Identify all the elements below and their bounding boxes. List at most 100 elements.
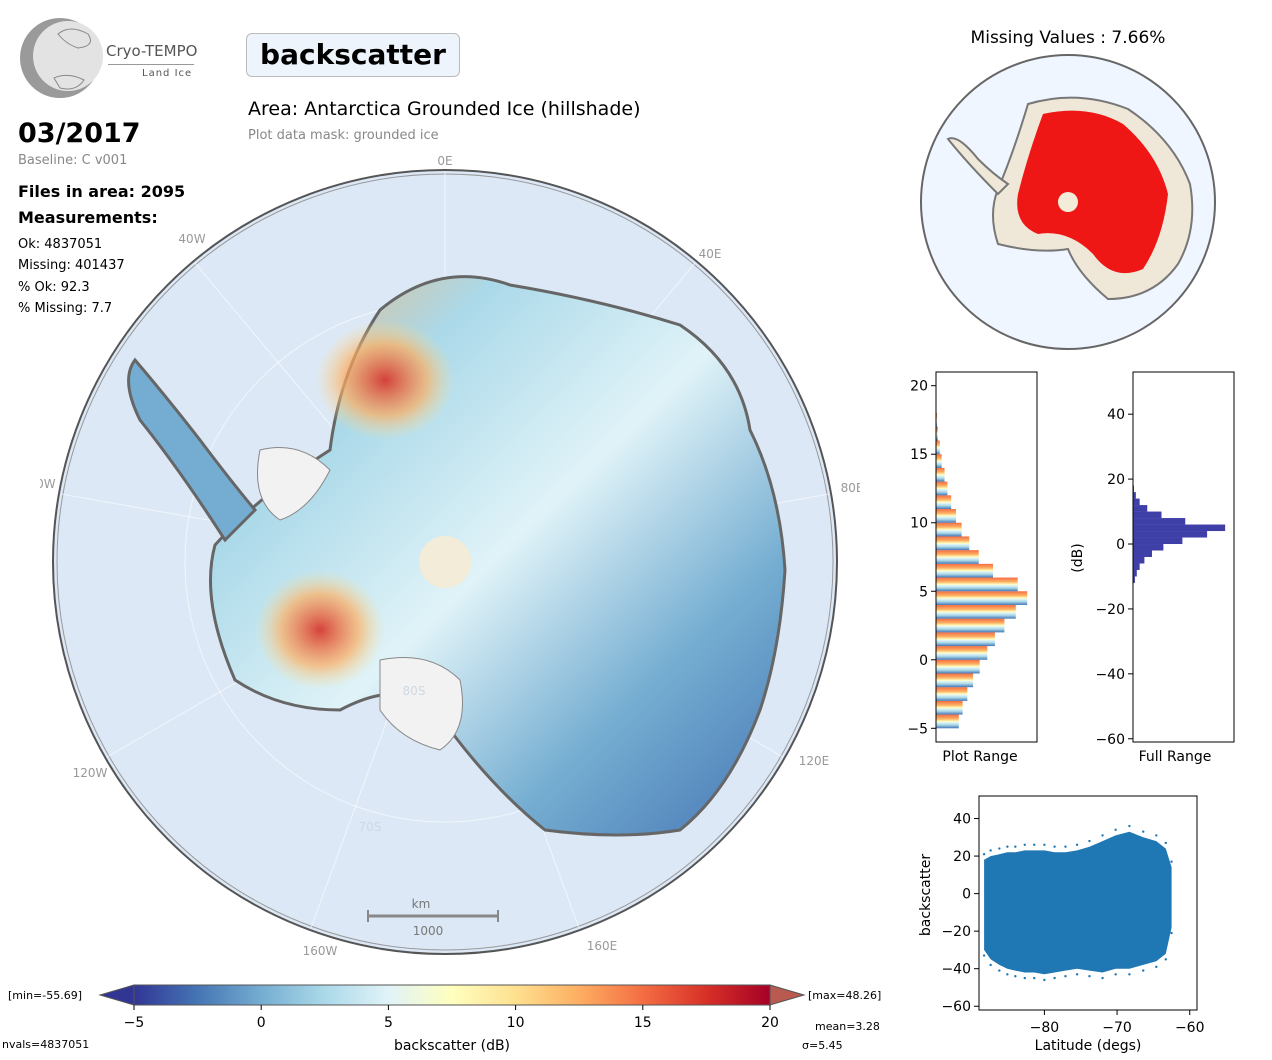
scatter-point	[989, 963, 992, 967]
lon-label: 40W	[178, 232, 205, 246]
scatter-plot: −80 −70 −60 −60 −40 −20 0 20 40 backscatter Lati…	[918, 795, 1205, 1054]
colorbar-tick-label: 0	[257, 1015, 266, 1031]
scatter-point	[1043, 978, 1046, 982]
colorbar-tick-label: −5	[124, 1015, 145, 1031]
y-tick-label: 15	[910, 447, 928, 463]
date-label: 03/2017	[18, 118, 141, 149]
histogram-bar	[936, 714, 959, 729]
y-tick-label: −20	[941, 924, 971, 940]
colorbar-min-extend	[98, 984, 135, 1006]
logo-disk	[33, 21, 103, 91]
scatter-point	[1128, 824, 1131, 828]
histogram-bar	[936, 522, 962, 537]
full-range-histogram: −60 −40 −20 0 20 40 (dB) Full Range	[1070, 371, 1235, 765]
scatter-point	[1088, 975, 1091, 978]
missing-region	[1017, 110, 1168, 274]
lon-label: 120E	[799, 754, 830, 768]
histogram-bar	[1133, 576, 1135, 583]
scatter-point	[1155, 965, 1158, 969]
colorbar-max-label: [max=48.26]	[808, 989, 881, 1002]
scatter-xlabel: Latitude (degs)	[1035, 1038, 1142, 1054]
plot-range-label: Plot Range	[942, 749, 1017, 765]
scatter-point	[1033, 843, 1036, 847]
scatter-point	[1064, 845, 1067, 848]
lon-label: 0E	[437, 154, 452, 168]
histogram-bar	[936, 646, 988, 660]
scatter-point	[1155, 834, 1158, 837]
measurements-label: Measurements:	[18, 208, 158, 227]
histogram-bar	[936, 687, 968, 701]
histogram-bar	[1133, 524, 1226, 532]
histogram-bar	[936, 591, 1028, 605]
main-map: 0E 40E 80E 120E 160E 160W 120W 80W 40W 8…	[40, 154, 860, 958]
scatter-point	[1114, 973, 1117, 976]
histogram-bar	[936, 440, 940, 455]
histogram-bar	[936, 481, 948, 496]
scatter-point	[1170, 860, 1173, 863]
missing-count: Missing: 401437	[18, 258, 125, 273]
logo-title: Cryo-TEMPO	[106, 42, 198, 60]
histogram-bar	[936, 563, 993, 578]
scatter-cloud	[984, 831, 1172, 975]
y-tick-label: 10	[910, 516, 928, 532]
scatter-point	[1088, 839, 1091, 843]
colorbar-tick-label: 20	[761, 1015, 779, 1031]
y-tick-label: −20	[1095, 602, 1125, 618]
histogram-bar	[936, 495, 952, 510]
antarctic-peninsula	[127, 357, 258, 543]
histogram-bar	[1133, 563, 1140, 570]
histogram-bar	[1133, 492, 1136, 499]
y-tick-label: 40	[953, 812, 971, 828]
histogram-bar	[1133, 498, 1140, 506]
histogram-bar	[1133, 557, 1145, 564]
y-tick-label: 0	[1116, 537, 1125, 553]
x-tick-label: −80	[1030, 1020, 1060, 1036]
scatter-point	[1023, 976, 1026, 980]
scale-unit: km	[412, 897, 431, 911]
scatter-point	[1075, 973, 1079, 976]
logo-mark	[20, 18, 103, 98]
scatter-point	[998, 847, 1001, 850]
mean-label: mean=3.28	[815, 1020, 880, 1033]
scatter-point	[1014, 975, 1017, 978]
full-range-ylabel: (dB)	[1070, 543, 1086, 572]
colorbar-tick-label: 15	[634, 1015, 652, 1031]
scatter-point	[1101, 834, 1104, 837]
pct-ok: % Ok: 92.3	[18, 280, 90, 295]
y-tick-label: 40	[1107, 407, 1125, 423]
scatter-point	[1006, 845, 1009, 848]
histogram-bar	[1133, 550, 1152, 557]
histogram-bar	[1133, 569, 1137, 577]
scatter-point	[1064, 975, 1067, 978]
colorbar: −5 0 5 10 15 20 [min=-55.69] [max=48.26] back…	[2, 984, 881, 1054]
full-range-label: Full Range	[1139, 749, 1212, 765]
lon-label: 160E	[587, 939, 618, 953]
missing-map-peninsula	[946, 137, 1010, 196]
scatter-point	[998, 969, 1001, 972]
lon-labels: 0E 40E 80E 120E 160E 160W 120W 80W 40W	[40, 154, 860, 958]
missing-map	[920, 54, 1216, 350]
histogram-bar	[936, 577, 1018, 592]
histogram-bar	[936, 454, 942, 468]
y-tick-label: −5	[907, 721, 928, 737]
lat-label: 70S	[359, 820, 382, 834]
y-tick-label: 0	[962, 887, 971, 903]
logo-subtitle: Land Ice	[142, 68, 193, 79]
y-tick-label: 20	[1107, 472, 1125, 488]
scatter-point	[1142, 969, 1145, 972]
histogram-bar	[1133, 511, 1162, 519]
y-tick-label: −40	[941, 962, 971, 978]
histogram-bar	[936, 659, 980, 674]
scatter-point	[1128, 973, 1131, 976]
plot-range-frame	[935, 371, 1038, 743]
logo-rule	[108, 64, 194, 65]
scatter-point	[982, 852, 986, 856]
missing-pole-hole	[1058, 192, 1078, 212]
scatter-point	[1033, 976, 1036, 980]
pole-hole	[419, 536, 471, 588]
colorbar-label: backscatter (dB)	[394, 1038, 510, 1054]
histogram-bar	[1133, 531, 1208, 538]
lat-label: 80S	[403, 684, 426, 698]
scatter-point	[982, 954, 986, 957]
x-tick-label: −70	[1102, 1020, 1132, 1036]
